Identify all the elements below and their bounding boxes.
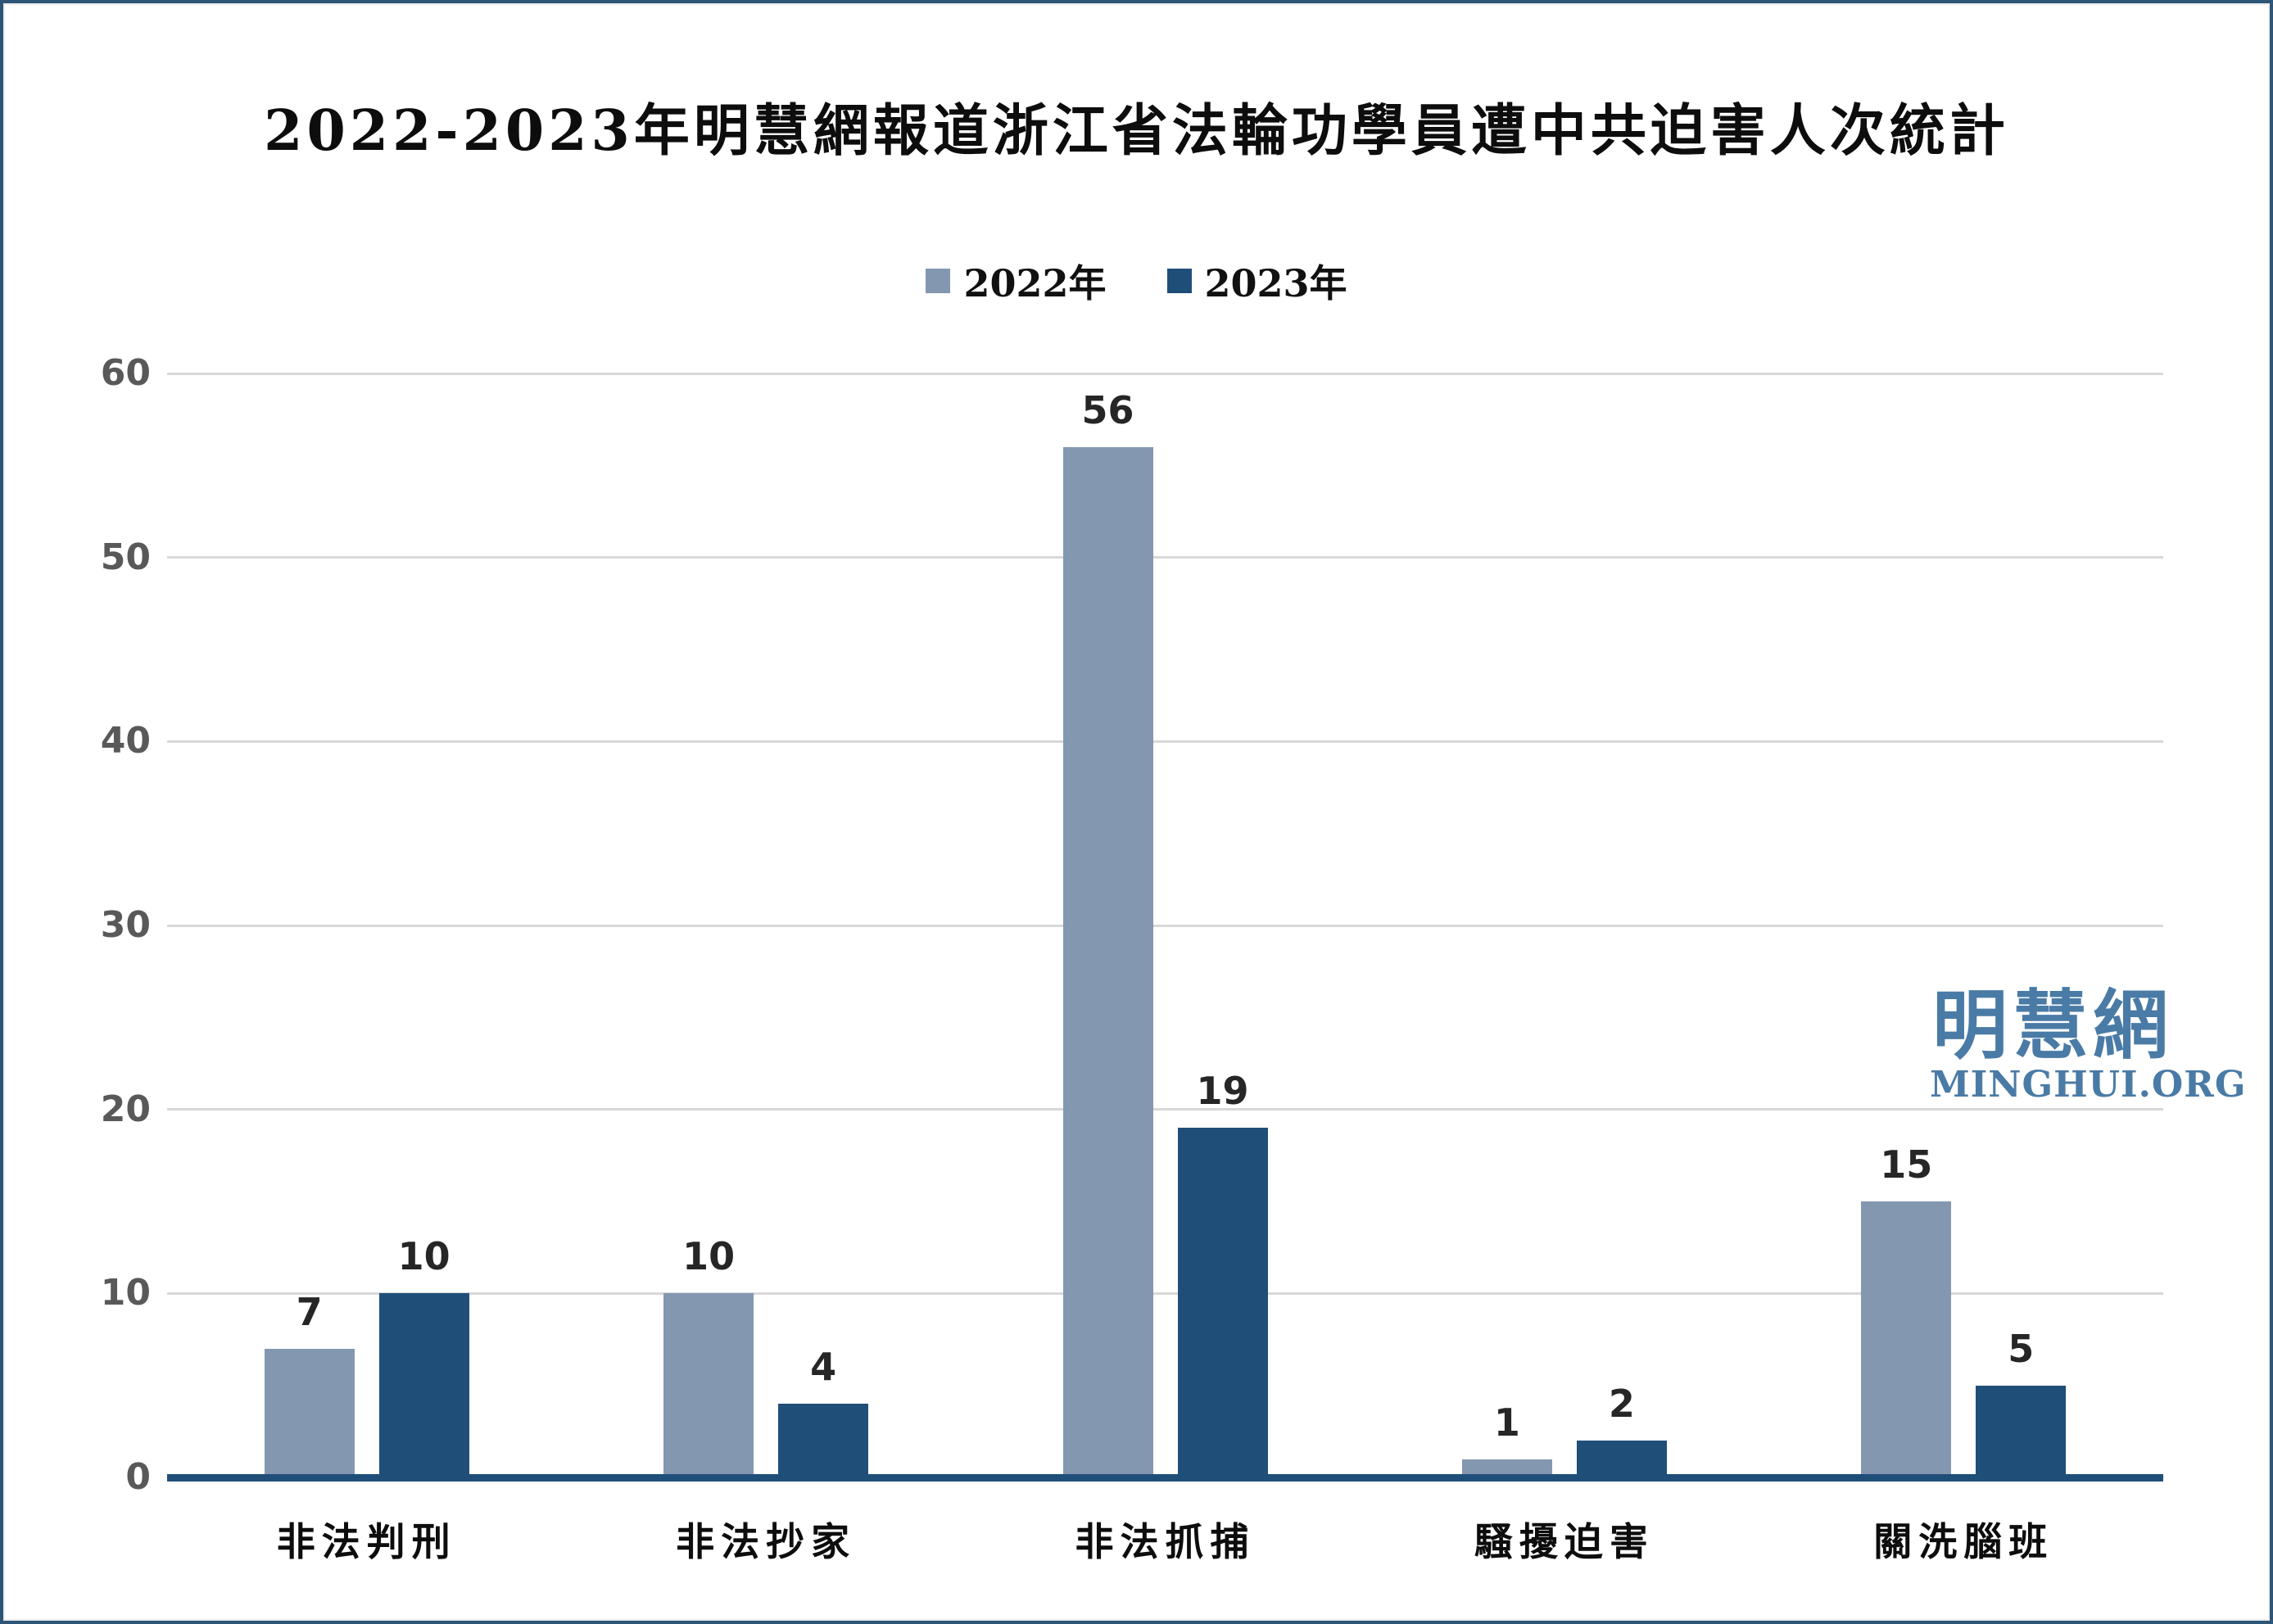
- gridline-10: [167, 1292, 2163, 1295]
- y-tick-label-30: 30: [100, 904, 151, 946]
- y-tick-label-20: 20: [100, 1088, 151, 1130]
- bar-value-label: 7: [296, 1289, 323, 1334]
- legend-swatch-icon: [926, 269, 951, 293]
- y-tick-label-40: 40: [100, 720, 151, 762]
- y-tick-label-10: 10: [100, 1272, 151, 1314]
- watermark-logo-cn: 明慧網: [1931, 981, 2173, 1070]
- y-tick-label-50: 50: [100, 536, 151, 578]
- bar-2022-cat1: [264, 1348, 355, 1477]
- legend-item-2023: 2023年: [1166, 254, 1347, 308]
- bar-2023-cat3: [1177, 1128, 1268, 1477]
- category-label-5: 關洗腦班: [1873, 1520, 2054, 1565]
- bar-value-label: 10: [682, 1234, 736, 1279]
- bar-2022-cat3: [1062, 446, 1153, 1477]
- category-label-4: 騷擾迫害: [1474, 1520, 1655, 1565]
- category-label-2: 非法抄家: [676, 1520, 857, 1565]
- bar-2023-cat4: [1576, 1441, 1667, 1477]
- legend: 2022年 2023年: [3, 254, 2270, 308]
- legend-swatch-icon: [1166, 269, 1192, 293]
- x-axis-line: [167, 1474, 2163, 1482]
- bar-value-label: 10: [397, 1234, 451, 1279]
- bar-2022-cat5: [1861, 1201, 1952, 1477]
- category-label-3: 非法抓捕: [1075, 1520, 1256, 1565]
- bar-2022-cat2: [663, 1293, 754, 1477]
- legend-label: 2023年: [1204, 261, 1347, 305]
- y-tick-label-60: 60: [100, 352, 151, 394]
- bar-2023-cat1: [378, 1293, 469, 1477]
- bar-2023-cat5: [1976, 1385, 2067, 1477]
- bar-value-label: 4: [810, 1345, 837, 1390]
- bar-2023-cat2: [778, 1404, 869, 1477]
- legend-item-2022: 2022年: [926, 254, 1107, 308]
- gridline-60: [167, 372, 2163, 375]
- plot-area: 0 10 20 30 40 50 60 7 10 非法判刑 10 4 非法抄家 56 19 非法抓捕 1 2 騷擾迫…: [3, 3, 2270, 1621]
- gridline-20: [167, 1108, 2163, 1111]
- bar-value-label: 2: [1608, 1382, 1635, 1427]
- bar-2022-cat4: [1461, 1459, 1552, 1477]
- bar-value-label: 15: [1880, 1142, 1933, 1187]
- gridline-30: [167, 924, 2163, 927]
- bar-value-label: 1: [1493, 1400, 1520, 1445]
- bar-value-label: 56: [1081, 387, 1134, 432]
- bar-value-label: 5: [2008, 1326, 2035, 1371]
- bar-value-label: 19: [1196, 1069, 1249, 1114]
- chart-title: 2022-2023年明慧網報道浙江省法輪功學員遭中共迫害人次統計: [264, 98, 2009, 164]
- legend-label: 2022年: [963, 261, 1107, 305]
- y-tick-label-0: 0: [125, 1456, 151, 1498]
- watermark-logo-en: MINGHUI.ORG: [1930, 1064, 2247, 1106]
- gridline-40: [167, 740, 2163, 743]
- gridline-50: [167, 556, 2163, 559]
- watermark: 明慧網 MINGHUI.ORG: [1930, 981, 2247, 1106]
- category-label-1: 非法判刑: [276, 1520, 457, 1565]
